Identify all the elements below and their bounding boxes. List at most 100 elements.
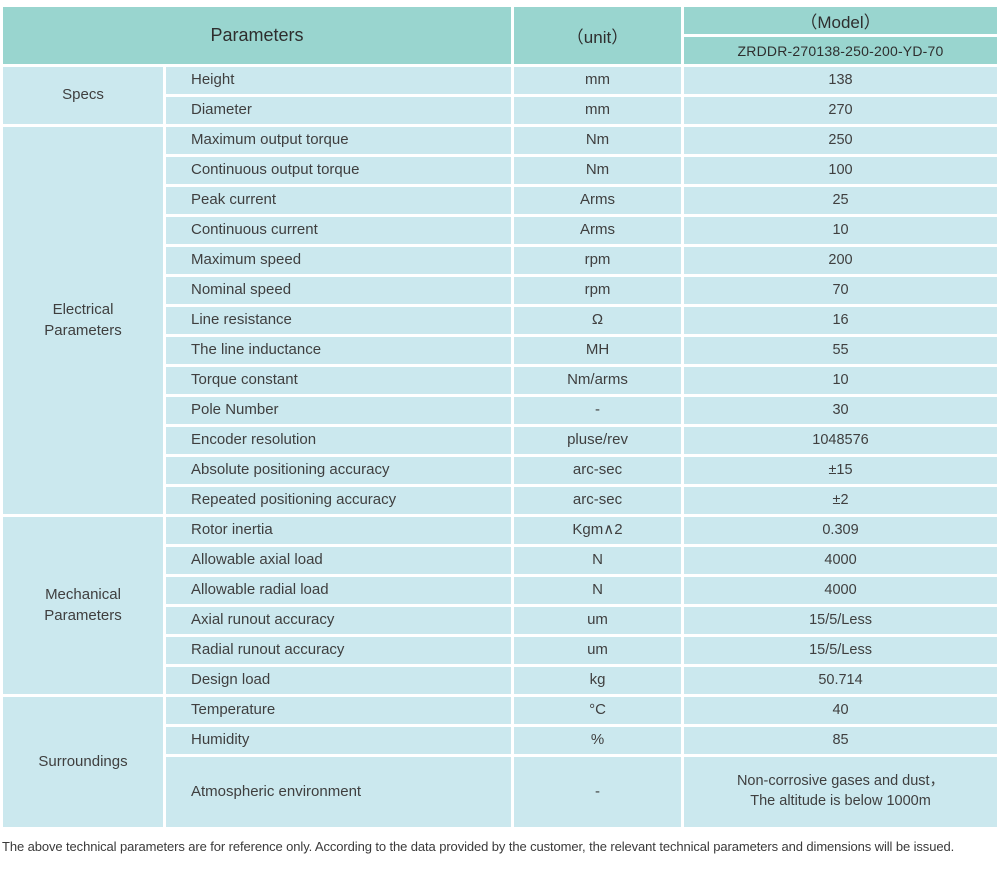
param-cell: Maximum output torque (166, 127, 512, 154)
header-row-1: Parameters （unit） （Model） (3, 7, 998, 64)
unit-cell: Nm/arms (514, 367, 682, 394)
value-cell: 10 (684, 217, 998, 244)
param-cell: Encoder resolution (166, 427, 512, 454)
param-cell: Diameter (166, 97, 512, 124)
unit-cell: arc-sec (514, 487, 682, 514)
section-label: Mechanical Parameters (3, 517, 163, 694)
header-model-value: ZRDDR-270138-250-200-YD-70 (684, 37, 998, 64)
value-cell: ±2 (684, 487, 998, 514)
value-cell: 25 (684, 187, 998, 214)
value-cell: 10 (684, 367, 998, 394)
value-cell: 270 (684, 97, 998, 124)
unit-cell: um (514, 637, 682, 664)
spec-sheet: Parameters （unit） （Model） ZRDDR-270138-2… (0, 4, 1000, 854)
value-cell: 16 (684, 307, 998, 334)
unit-cell: N (514, 547, 682, 574)
value-cell: 15/5/Less (684, 637, 998, 664)
param-cell: Torque constant (166, 367, 512, 394)
value-cell: 100 (684, 157, 998, 184)
header-unit: （unit） (514, 7, 682, 64)
unit-cell: Nm (514, 157, 682, 184)
param-cell: Pole Number (166, 397, 512, 424)
param-cell: Rotor inertia (166, 517, 512, 544)
header-parameters: Parameters (3, 7, 512, 64)
param-cell: Allowable radial load (166, 577, 512, 604)
table-row: Encoder resolution pluse/rev 1048576 (3, 427, 998, 454)
unit-cell: - (514, 757, 682, 827)
value-cell: 70 (684, 277, 998, 304)
unit-cell: um (514, 607, 682, 634)
unit-cell: pluse/rev (514, 427, 682, 454)
unit-cell: Arms (514, 187, 682, 214)
table-row: Allowable radial load N 4000 (3, 577, 998, 604)
value-cell: 85 (684, 727, 998, 754)
table-header: Parameters （unit） （Model） ZRDDR-270138-2… (3, 7, 998, 64)
value-cell: 200 (684, 247, 998, 274)
value-cell: Non-corrosive gases and dust， The altitu… (684, 757, 998, 827)
value-cell: 55 (684, 337, 998, 364)
param-cell: Peak current (166, 187, 512, 214)
unit-cell: Arms (514, 217, 682, 244)
table-row: Nominal speed rpm 70 (3, 277, 998, 304)
table-row: Peak current Arms 25 (3, 187, 998, 214)
param-cell: Atmospheric environment (166, 757, 512, 827)
table-row: The line inductance MH 55 (3, 337, 998, 364)
section-label: Specs (3, 67, 163, 124)
table-row: Maximum speed rpm 200 (3, 247, 998, 274)
value-cell: 1048576 (684, 427, 998, 454)
table-row: Specs Height mm 138 (3, 67, 998, 124)
value-cell: 250 (684, 127, 998, 154)
unit-cell: - (514, 397, 682, 424)
param-cell: Humidity (166, 727, 512, 754)
table-row: Line resistance Ω 16 (3, 307, 998, 334)
section-label: Surroundings (3, 697, 163, 827)
table-row: Diameter mm 270 (3, 97, 998, 124)
param-cell: Radial runout accuracy (166, 637, 512, 664)
unit-cell: °C (514, 697, 682, 724)
table-row: Electrical Parameters Maximum output torq… (3, 127, 998, 514)
table-body: Specs Height mm 138 Diameter mm 270 Electrical … (3, 67, 998, 827)
value-cell: 0.309 (684, 517, 998, 544)
value-cell: 40 (684, 697, 998, 724)
table-row: Allowable axial load N 4000 (3, 547, 998, 574)
value-cell: 138 (684, 67, 998, 94)
param-cell: Repeated positioning accuracy (166, 487, 512, 514)
unit-cell: rpm (514, 277, 682, 304)
param-cell: Line resistance (166, 307, 512, 334)
param-cell: The line inductance (166, 337, 512, 364)
unit-cell: % (514, 727, 682, 754)
value-cell: 50.714 (684, 667, 998, 694)
unit-cell: Kgm∧2 (514, 517, 682, 544)
param-cell: Allowable axial load (166, 547, 512, 574)
param-cell: Height (166, 67, 512, 94)
unit-cell: Ω (514, 307, 682, 334)
value-cell: 4000 (684, 547, 998, 574)
table-row: Design load kg 50.714 (3, 667, 998, 694)
param-cell: Continuous output torque (166, 157, 512, 184)
value-cell: 15/5/Less (684, 607, 998, 634)
table-row: Pole Number -30 (3, 397, 998, 424)
table-row: Absolute positioning accuracy arc-sec ±15 (3, 457, 998, 484)
table-row: Humidity% 85 (3, 727, 998, 754)
value-cell: 30 (684, 397, 998, 424)
unit-cell: N (514, 577, 682, 604)
param-cell: Continuous current (166, 217, 512, 244)
value-cell: ±15 (684, 457, 998, 484)
param-cell: Nominal speed (166, 277, 512, 304)
param-cell: Maximum speed (166, 247, 512, 274)
table-row: Axial runout accuracy um 15/5/Less (3, 607, 998, 634)
table-row: Radial runout accuracy um 15/5/Less (3, 637, 998, 664)
param-cell: Temperature (166, 697, 512, 724)
value-cell: 4000 (684, 577, 998, 604)
unit-cell: MH (514, 337, 682, 364)
header-row-2: ZRDDR-270138-250-200-YD-70 (3, 37, 998, 64)
header-model: （Model） (684, 7, 998, 34)
param-cell: Axial runout accuracy (166, 607, 512, 634)
table-row: Torque constant Nm/arms 10 (3, 367, 998, 394)
unit-cell: arc-sec (514, 457, 682, 484)
unit-cell: mm (514, 67, 682, 94)
param-cell: Absolute positioning accuracy (166, 457, 512, 484)
unit-cell: rpm (514, 247, 682, 274)
unit-cell: kg (514, 667, 682, 694)
table-row: Repeated positioning accuracy arc-sec ±2 (3, 487, 998, 514)
